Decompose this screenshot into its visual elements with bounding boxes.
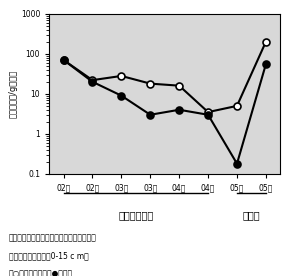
Text: トウモロコシ: トウモロコシ: [118, 210, 153, 220]
Text: ダイズ: ダイズ: [243, 210, 260, 220]
Text: ○：ロータリ耕　●：浅耕: ○：ロータリ耕 ●：浅耕: [9, 269, 73, 276]
Y-axis label: 卵密度（個/g乾土）: 卵密度（個/g乾土）: [9, 70, 18, 118]
Text: 図３　トウモロコシ及びダイズ栽培に伴う: 図３ トウモロコシ及びダイズ栽培に伴う: [9, 233, 97, 242]
Text: 卵密度推移（0-15 c m）: 卵密度推移（0-15 c m）: [9, 251, 88, 260]
